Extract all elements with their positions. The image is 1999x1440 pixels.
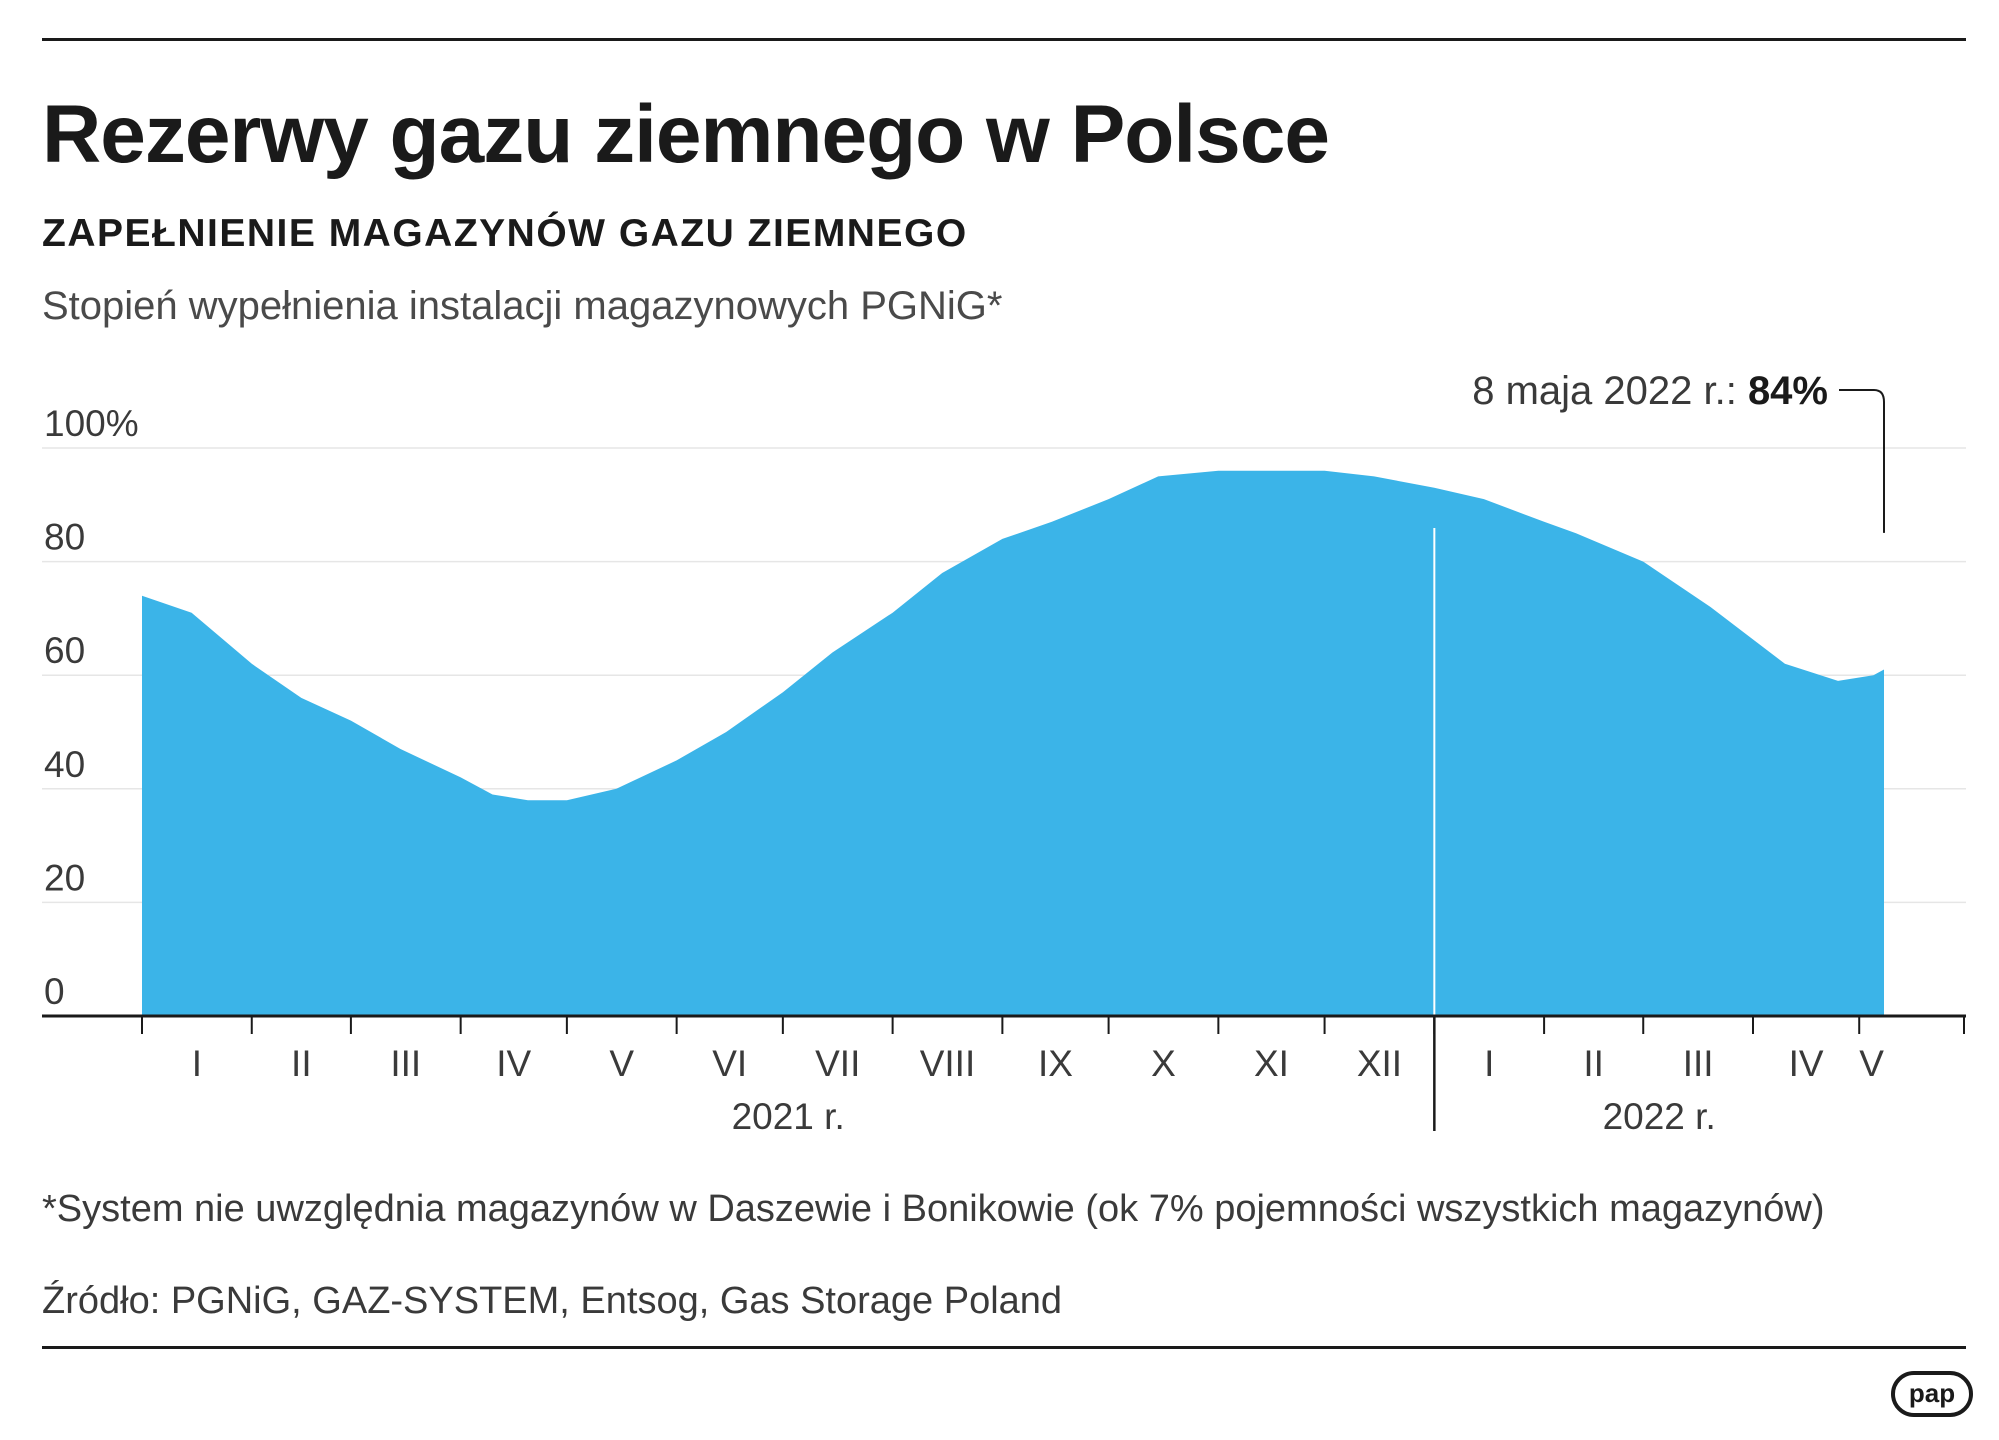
y-tick-label: 100%: [44, 403, 139, 444]
y-tick-label: 40: [44, 744, 85, 785]
chart-subtitle: ZAPEŁNIENIE MAGAZYNÓW GAZU ZIEMNEGO: [42, 212, 968, 255]
annotation-leader: [1839, 389, 1885, 533]
chart-description: Stopień wypełnienia instalacji magazynow…: [42, 284, 1003, 328]
top-rule: [42, 38, 1966, 41]
x-month-label: V: [609, 1043, 634, 1084]
svg-text:pap: pap: [1909, 1378, 1955, 1408]
x-month-label: IV: [496, 1043, 531, 1084]
x-month-label: XII: [1357, 1043, 1402, 1084]
x-month-label: VI: [712, 1043, 747, 1084]
x-month-label: IV: [1789, 1043, 1824, 1084]
pap-logo: pap: [1891, 1371, 1973, 1417]
x-month-label: III: [1683, 1043, 1714, 1084]
x-month-label: V: [1859, 1043, 1884, 1084]
x-month-label: III: [390, 1043, 421, 1084]
y-tick-label: 60: [44, 630, 85, 671]
y-tick-label: 20: [44, 857, 85, 898]
y-tick-label: 0: [44, 971, 65, 1012]
x-month-label: II: [1583, 1043, 1604, 1084]
bottom-rule: [42, 1346, 1966, 1349]
source-note: Źródło: PGNiG, GAZ-SYSTEM, Entsog, Gas S…: [42, 1280, 1063, 1322]
x-year-label: 2022 r.: [1603, 1096, 1716, 1137]
x-month-label: I: [192, 1043, 202, 1084]
x-year-label: 2021 r.: [732, 1096, 845, 1137]
storage-area-series: [142, 470, 1884, 1016]
x-month-label: II: [291, 1043, 312, 1084]
x-month-label: VII: [815, 1043, 860, 1084]
x-month-label: I: [1484, 1043, 1494, 1084]
annotation-label: 8 maja 2022 r.: 84%: [1472, 369, 1828, 413]
y-tick-label: 80: [44, 517, 85, 558]
page-title: Rezerwy gazu ziemnego w Polsce: [42, 89, 1330, 180]
x-month-label: X: [1151, 1043, 1176, 1084]
footnote: *System nie uwzględnia magazynów w Dasze…: [42, 1188, 1825, 1230]
x-month-label: XI: [1254, 1043, 1289, 1084]
x-month-label: IX: [1038, 1043, 1073, 1084]
x-month-label: VIII: [920, 1043, 976, 1084]
